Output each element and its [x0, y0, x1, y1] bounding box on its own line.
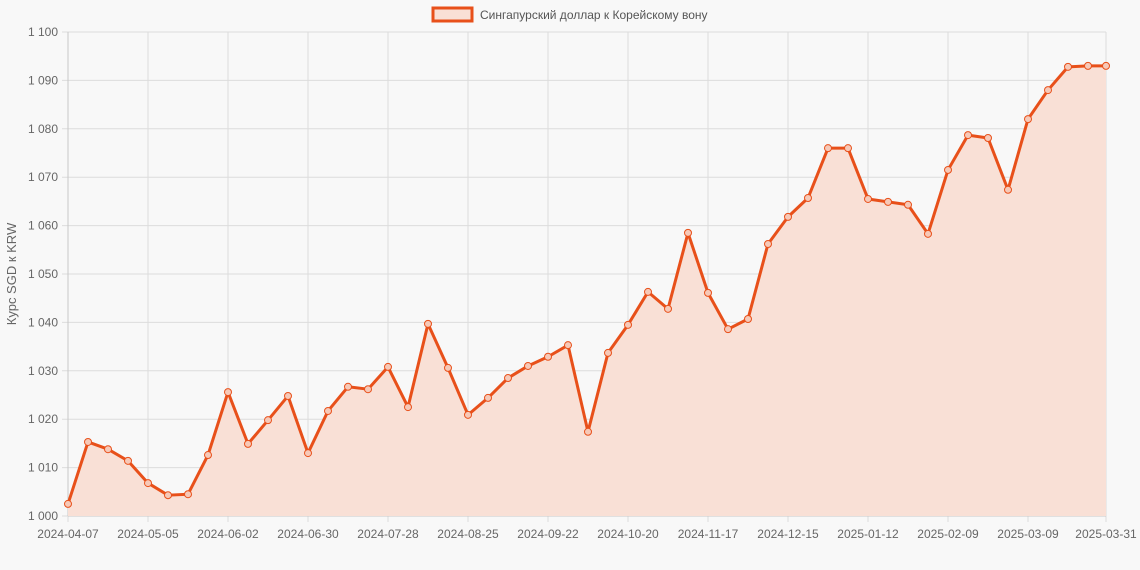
data-point[interactable]: [424, 319, 432, 328]
x-tick-label: 2024-04-07: [37, 527, 99, 541]
x-tick-label: 2025-02-09: [917, 527, 979, 541]
data-point[interactable]: [544, 352, 552, 361]
data-point[interactable]: [164, 491, 172, 500]
data-point[interactable]: [1004, 185, 1012, 194]
data-point[interactable]: [124, 456, 132, 465]
data-point[interactable]: [884, 197, 892, 206]
data-points: [64, 61, 1110, 508]
data-point[interactable]: [844, 144, 852, 153]
data-point[interactable]: [804, 194, 812, 203]
y-tick-label: 1 090: [28, 73, 58, 87]
data-point[interactable]: [64, 499, 72, 508]
data-point[interactable]: [404, 403, 412, 412]
data-point[interactable]: [724, 325, 732, 334]
data-point[interactable]: [1084, 61, 1092, 70]
legend[interactable]: Сингапурский доллар к Корейскому вону: [431, 6, 708, 23]
data-point[interactable]: [1102, 61, 1110, 70]
data-point[interactable]: [864, 194, 872, 203]
data-point[interactable]: [224, 388, 232, 397]
data-point[interactable]: [1044, 86, 1052, 95]
y-tick-label: 1 040: [28, 315, 58, 329]
y-tick-label: 1 000: [28, 509, 58, 523]
data-point[interactable]: [644, 287, 652, 296]
data-point[interactable]: [304, 449, 312, 458]
data-point[interactable]: [904, 200, 912, 209]
x-tick-label: 2024-08-25: [437, 527, 499, 541]
x-tick-label: 2024-11-17: [678, 527, 739, 541]
y-axis-title: Курс SGD к KRW: [4, 222, 19, 325]
data-point[interactable]: [104, 445, 112, 454]
y-tick-label: 1 060: [28, 219, 58, 233]
data-point[interactable]: [1064, 62, 1072, 71]
x-tick-label: 2024-10-20: [597, 527, 659, 541]
y-tick-label: 1 080: [28, 122, 58, 136]
data-point[interactable]: [184, 490, 192, 499]
data-point[interactable]: [504, 374, 512, 383]
x-tick-label: 2024-09-22: [517, 527, 579, 541]
data-point[interactable]: [244, 439, 252, 448]
x-tick-label: 2024-05-05: [117, 527, 179, 541]
data-point[interactable]: [464, 410, 472, 419]
y-axis: 1 000 1 010 1 020 1 030 1 040 1 050 1 060 1 070…: [28, 25, 58, 523]
y-tick-label: 1 030: [28, 364, 58, 378]
data-point[interactable]: [704, 288, 712, 297]
data-point[interactable]: [684, 228, 692, 237]
data-point[interactable]: [924, 229, 932, 238]
data-point[interactable]: [944, 165, 952, 174]
x-axis: 2024-04-07 2024-05-05 2024-06-02 2024-06-30…: [37, 527, 1137, 541]
data-point[interactable]: [964, 131, 972, 140]
data-point[interactable]: [584, 427, 592, 436]
data-point[interactable]: [784, 212, 792, 221]
data-point[interactable]: [764, 239, 772, 248]
y-tick-label: 1 020: [28, 412, 58, 426]
x-tick-label: 2025-03-09: [997, 527, 1059, 541]
y-tick-label: 1 010: [28, 461, 58, 475]
data-point[interactable]: [524, 361, 532, 370]
data-point[interactable]: [204, 451, 212, 460]
y-tick-label: 1 050: [28, 267, 58, 281]
data-point[interactable]: [364, 385, 372, 394]
data-point[interactable]: [604, 348, 612, 357]
legend-label: Сингапурский доллар к Корейскому вону: [480, 8, 708, 22]
y-tick-label: 1 070: [28, 170, 58, 184]
x-tick-label: 2025-03-31: [1075, 527, 1137, 541]
data-point[interactable]: [984, 133, 992, 142]
data-point[interactable]: [664, 304, 672, 313]
x-tick-label: 2025-01-12: [837, 527, 899, 541]
x-tick-label: 2024-12-15: [757, 527, 819, 541]
data-point[interactable]: [84, 437, 92, 446]
data-point[interactable]: [484, 393, 492, 402]
data-point[interactable]: [1024, 115, 1032, 124]
y-tick-label: 1 100: [28, 25, 58, 39]
data-point[interactable]: [344, 382, 352, 391]
data-point[interactable]: [624, 320, 632, 329]
x-tick-label: 2024-06-02: [197, 527, 259, 541]
data-point[interactable]: [744, 315, 752, 324]
x-tick-label: 2024-06-30: [277, 527, 339, 541]
legend-swatch: [431, 6, 474, 23]
data-point[interactable]: [444, 363, 452, 372]
data-point[interactable]: [284, 391, 292, 400]
data-point[interactable]: [564, 341, 572, 350]
area-fill: [68, 65, 1106, 516]
data-point[interactable]: [824, 144, 832, 153]
data-point[interactable]: [384, 362, 392, 371]
x-tick-label: 2024-07-28: [357, 527, 419, 541]
data-point[interactable]: [264, 416, 272, 425]
data-point[interactable]: [144, 479, 152, 488]
data-point[interactable]: [324, 406, 332, 415]
